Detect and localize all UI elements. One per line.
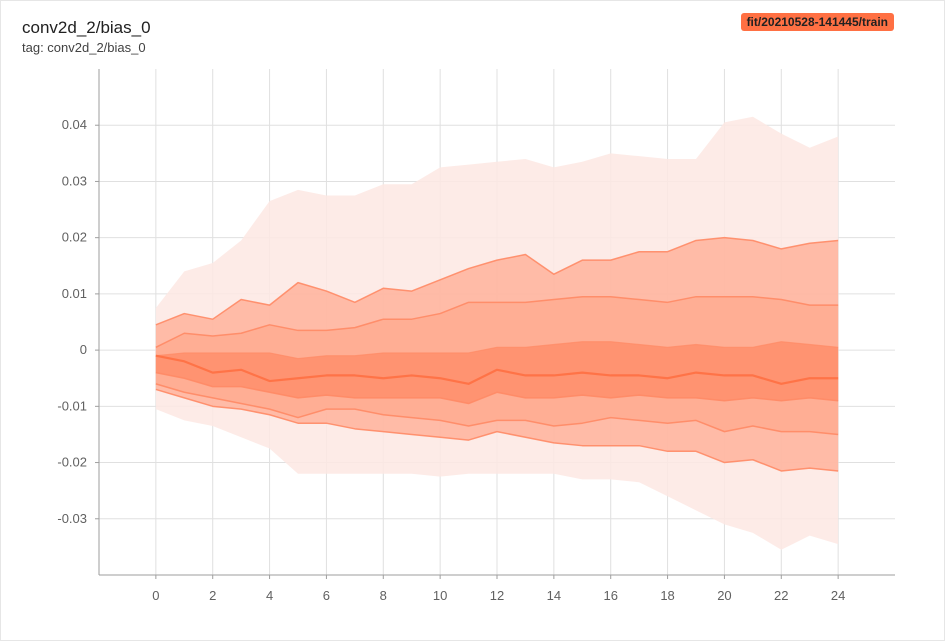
x-tick-labels: 0 2 4 6 8 10 12 14 16 18 20 22 24 bbox=[152, 588, 845, 603]
x-tick-label: 2 bbox=[209, 588, 216, 603]
percentile-line-2 bbox=[155, 295, 839, 348]
percentile-line-5 bbox=[155, 371, 839, 405]
y-tick-label: -0.01 bbox=[57, 398, 87, 413]
y-tick-labels: 0.04 0.03 0.02 0.01 0 -0.01 -0.02 -0.03 bbox=[57, 117, 87, 526]
percentile-lines bbox=[155, 236, 839, 472]
axes bbox=[95, 69, 895, 579]
percentile-line-4 bbox=[155, 354, 839, 385]
x-tick-label: 18 bbox=[660, 588, 674, 603]
x-tick-label: 12 bbox=[490, 588, 504, 603]
percentile-line-7 bbox=[155, 388, 839, 472]
y-tick-label: 0.03 bbox=[62, 173, 87, 188]
x-tick-label: 16 bbox=[603, 588, 617, 603]
y-tick-label: 0.01 bbox=[62, 286, 87, 301]
x-tick-label: 6 bbox=[323, 588, 330, 603]
run-badge[interactable]: fit/20210528-141445/train bbox=[740, 13, 894, 31]
x-tick-label: 24 bbox=[831, 588, 845, 603]
x-tick-label: 20 bbox=[717, 588, 731, 603]
x-tick-label: 10 bbox=[433, 588, 447, 603]
percentile-line-1 bbox=[155, 236, 839, 326]
x-tick-label: 0 bbox=[152, 588, 159, 603]
distribution-bands bbox=[155, 116, 839, 550]
chart-title: conv2d_2/bias_0 bbox=[22, 18, 151, 37]
y-tick-label: -0.03 bbox=[57, 511, 87, 526]
y-tick-label: 0.04 bbox=[62, 117, 87, 132]
percentile-line-6 bbox=[155, 383, 839, 436]
x-tick-label: 14 bbox=[547, 588, 561, 603]
x-tick-label: 4 bbox=[266, 588, 273, 603]
y-tick-label: 0 bbox=[80, 342, 87, 357]
x-tick-label: 8 bbox=[380, 588, 387, 603]
percentile-line-3 bbox=[155, 341, 839, 360]
y-tick-label: 0.02 bbox=[62, 230, 87, 245]
band-p3-p5 bbox=[155, 341, 839, 404]
x-tick-label: 22 bbox=[774, 588, 788, 603]
y-tick-label: -0.02 bbox=[57, 455, 87, 470]
chart-tag: tag: conv2d_2/bias_0 bbox=[22, 40, 146, 55]
